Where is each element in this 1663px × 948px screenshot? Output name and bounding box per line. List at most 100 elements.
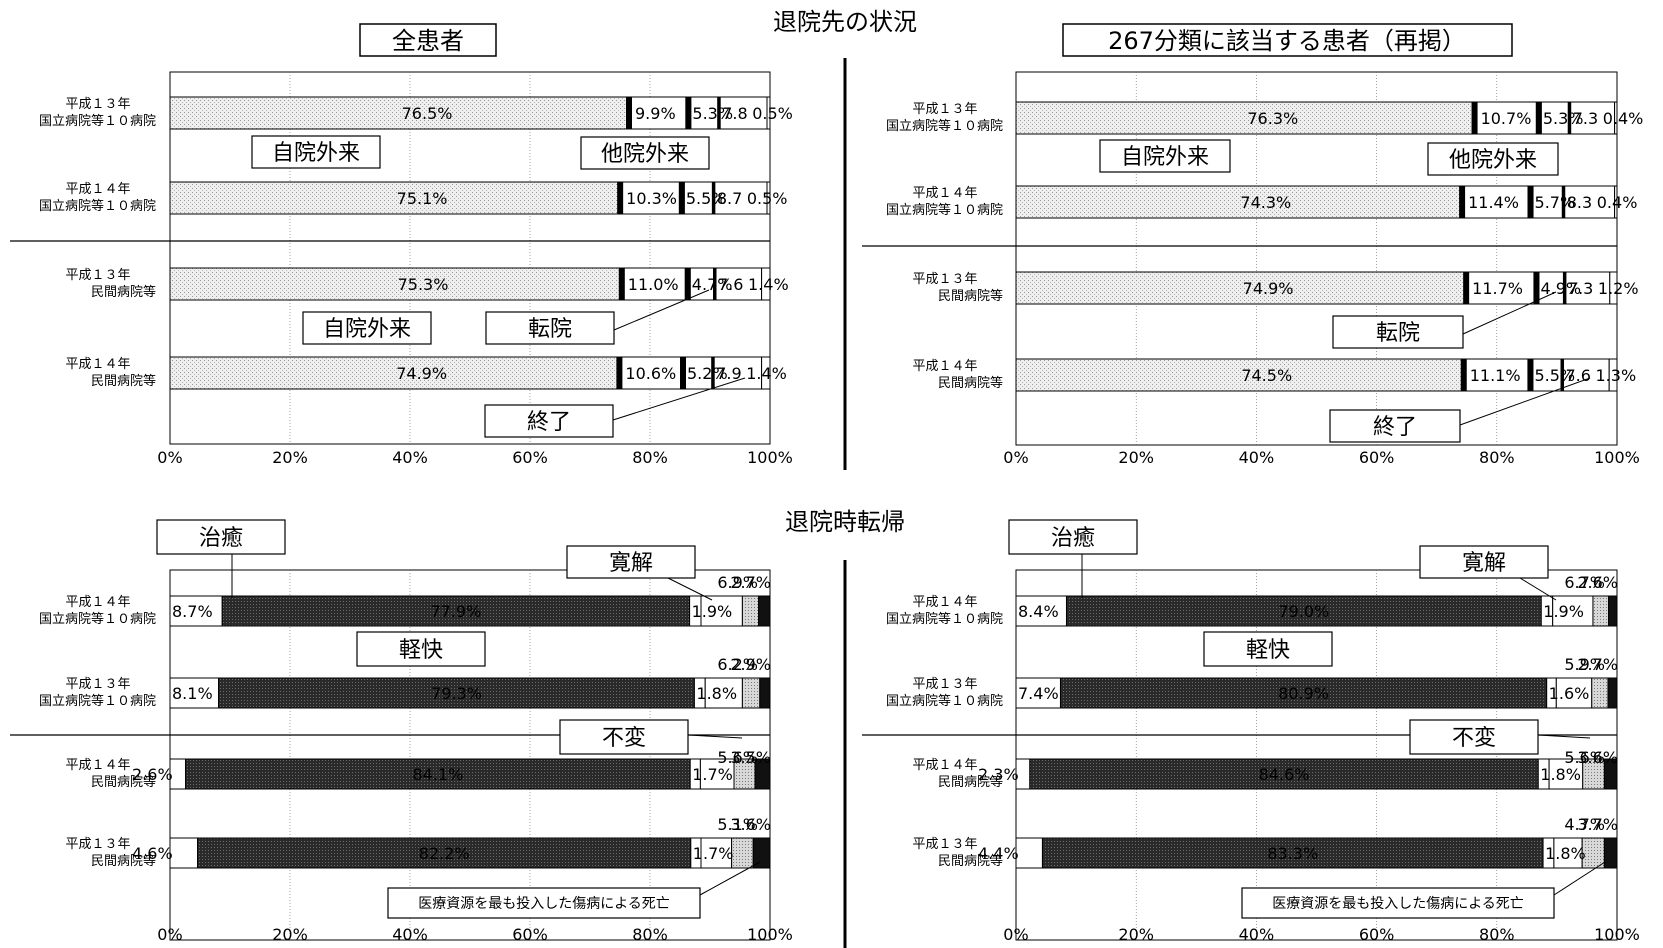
bar-segment xyxy=(169,595,223,627)
category-year: 平成１３年 xyxy=(65,97,130,112)
data-label: 79.3% xyxy=(431,684,482,703)
bar-segment xyxy=(687,267,717,301)
data-label: 2.7% xyxy=(1577,655,1618,674)
data-label: 1.4% xyxy=(748,275,789,294)
category-name: 民間病院等 xyxy=(91,373,156,389)
data-label: 1.9% xyxy=(692,602,733,621)
bar-segment xyxy=(1015,271,1467,305)
callout: 自院外来 xyxy=(302,311,432,345)
data-label: 0.5% xyxy=(752,104,793,123)
chart-title-all-text: 全患者 xyxy=(392,27,464,55)
callout-text: 軽快 xyxy=(1246,638,1290,663)
callout-text: 終了 xyxy=(1373,415,1417,440)
bar-segment xyxy=(731,837,754,869)
bar-segment xyxy=(1603,758,1618,790)
data-label: 7.3 xyxy=(1573,109,1598,128)
callout-leader xyxy=(612,377,746,421)
callout-text: 治癒 xyxy=(199,526,243,551)
data-label: 3.6% xyxy=(1577,748,1618,767)
callout: 不変 xyxy=(1409,719,1591,755)
data-label: 4.6% xyxy=(132,844,173,863)
callout-text: 転院 xyxy=(1376,321,1420,346)
bar-segment xyxy=(1015,358,1465,392)
x-tick-label: 80% xyxy=(1479,448,1515,467)
data-label: 3.6% xyxy=(730,815,771,834)
bar-segment xyxy=(758,595,771,627)
data-label: 6.2% xyxy=(717,655,758,674)
x-tick-label: 40% xyxy=(392,448,428,467)
data-label: 3.7% xyxy=(1577,815,1618,834)
bar-segment xyxy=(1555,677,1593,709)
bar-segment xyxy=(218,677,695,709)
data-label: 1.8% xyxy=(1545,844,1586,863)
data-label: 1.7% xyxy=(692,765,733,784)
data-label: 6.9% xyxy=(717,573,758,592)
plot-frame xyxy=(169,71,771,445)
plot-frame xyxy=(1015,71,1618,446)
callout-leader xyxy=(699,861,761,896)
callout-box xyxy=(1329,409,1461,443)
callout: 終了 xyxy=(484,377,746,438)
callout: 寛解 xyxy=(566,545,713,601)
callout-text: 寛解 xyxy=(1462,551,1506,576)
bar-segment xyxy=(197,837,692,869)
data-label: 8.4% xyxy=(1018,602,1059,621)
data-label: 1.8% xyxy=(1540,765,1581,784)
data-label: 4.9% xyxy=(1540,279,1581,298)
callout-box xyxy=(566,545,696,579)
category-year: 平成１４年 xyxy=(912,595,977,610)
category-year: 平成１３年 xyxy=(65,677,130,692)
data-label: 1.8% xyxy=(696,684,737,703)
data-label: 5.3% xyxy=(1543,109,1584,128)
segment-separator xyxy=(1460,359,1467,391)
bar-segment xyxy=(1065,595,1542,627)
data-label: 5.3% xyxy=(692,104,733,123)
data-label: 74.9% xyxy=(1243,279,1294,298)
callout-leader xyxy=(613,289,710,331)
segment-separator xyxy=(685,97,692,129)
bar-segment xyxy=(1608,595,1618,627)
data-label: 2.3% xyxy=(978,765,1019,784)
bar-segment xyxy=(1029,758,1539,790)
bar-segment xyxy=(1015,101,1476,135)
callout: 治癒 xyxy=(156,519,286,598)
data-label: 74.9% xyxy=(396,364,447,383)
data-label: 11.7% xyxy=(1472,279,1523,298)
callout: 終了 xyxy=(1329,377,1591,443)
bar-segment xyxy=(1548,758,1584,790)
callout: 他院外来 xyxy=(580,136,710,170)
data-label: 5.5% xyxy=(1534,366,1575,385)
data-label: 75.3% xyxy=(398,275,449,294)
bar-segment xyxy=(1015,595,1067,627)
bar-segment xyxy=(1592,595,1610,627)
data-label: 5.5% xyxy=(686,189,727,208)
category-year: 平成１４年 xyxy=(912,186,977,201)
x-tick-label: 60% xyxy=(512,925,548,944)
bar-segment xyxy=(754,758,771,790)
segment-separator xyxy=(1471,102,1478,134)
category-name: 国立病院等１０病院 xyxy=(886,611,1003,627)
x-tick-label: 20% xyxy=(272,448,308,467)
bar-segment xyxy=(713,356,763,390)
bar-segment xyxy=(681,181,716,215)
data-label: 5.9% xyxy=(1564,655,1605,674)
x-tick-label: 20% xyxy=(1118,448,1154,467)
data-label: 6.7% xyxy=(1564,573,1605,592)
callout-box xyxy=(302,311,432,345)
bar-segment xyxy=(169,181,621,215)
data-label: 82.2% xyxy=(419,844,470,863)
data-label: 2.6% xyxy=(132,765,173,784)
callout: 自院外来 xyxy=(1099,139,1231,173)
bar-segment xyxy=(185,758,691,790)
x-tick-label: 60% xyxy=(512,448,548,467)
category-year: 平成１４年 xyxy=(912,359,977,374)
data-label: 10.6% xyxy=(625,364,676,383)
segment-separator xyxy=(626,97,632,129)
category-name: 民間病院等 xyxy=(91,774,156,790)
